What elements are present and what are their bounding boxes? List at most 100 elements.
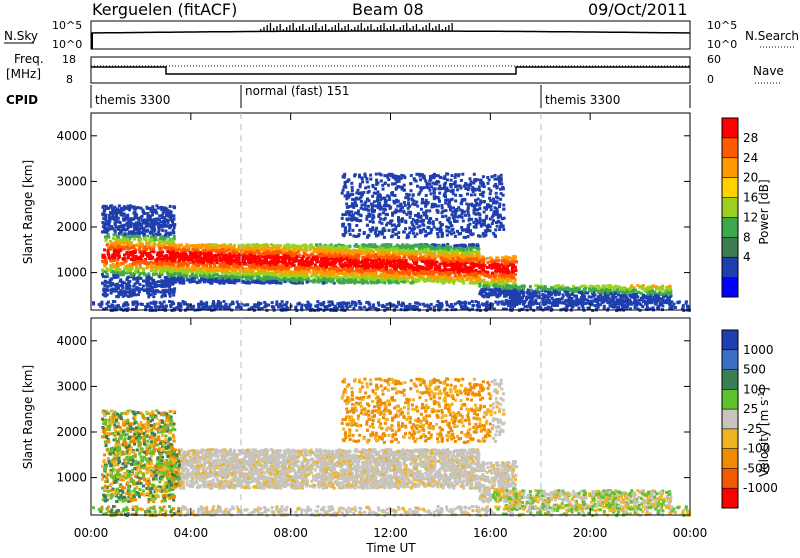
power-cell bbox=[119, 272, 122, 275]
power-cell bbox=[443, 275, 446, 278]
power-cell bbox=[302, 249, 305, 252]
power-cell bbox=[465, 278, 468, 281]
power-cell bbox=[220, 244, 223, 247]
power-cell bbox=[134, 283, 137, 286]
nsky-label: N.Sky bbox=[4, 29, 38, 43]
power-cell bbox=[175, 249, 178, 252]
power-cell bbox=[310, 275, 313, 278]
power-cell bbox=[419, 270, 422, 273]
power-cell bbox=[172, 230, 175, 233]
power-cell bbox=[266, 281, 269, 284]
power-cell bbox=[351, 256, 354, 259]
power-cell bbox=[353, 260, 356, 263]
power-cell bbox=[279, 268, 282, 271]
power-cell bbox=[416, 269, 419, 272]
power-cell bbox=[208, 255, 211, 258]
power-cell bbox=[397, 263, 400, 266]
power-cell bbox=[422, 272, 425, 275]
power-cell bbox=[163, 221, 166, 224]
power-cell bbox=[292, 277, 295, 280]
power-cell bbox=[101, 273, 104, 276]
power-cell bbox=[468, 243, 471, 246]
power-cell bbox=[400, 278, 403, 281]
power-cell bbox=[103, 208, 106, 211]
power-cell bbox=[150, 235, 153, 238]
power-cell bbox=[126, 252, 129, 255]
power-cell bbox=[319, 276, 322, 279]
power-cell bbox=[141, 219, 144, 222]
power-cell bbox=[172, 291, 175, 294]
power-cell bbox=[134, 270, 137, 273]
power-cell bbox=[172, 223, 175, 226]
power-cell bbox=[447, 251, 450, 254]
power-cell bbox=[327, 271, 330, 274]
power-cell bbox=[340, 280, 343, 283]
power-cell bbox=[167, 239, 170, 242]
power-cell bbox=[475, 275, 478, 278]
power-cell bbox=[426, 253, 429, 256]
power-cell bbox=[425, 263, 428, 266]
power-cell bbox=[265, 259, 268, 262]
power-cell bbox=[475, 254, 478, 257]
power-cell bbox=[343, 281, 346, 284]
power-cell bbox=[355, 272, 358, 275]
power-cell bbox=[364, 260, 367, 263]
power-cell bbox=[117, 217, 120, 220]
power-cell bbox=[329, 267, 332, 270]
power-cell bbox=[395, 272, 398, 275]
power-cell bbox=[316, 251, 319, 254]
power-cell bbox=[404, 267, 407, 270]
power-cell bbox=[220, 248, 223, 251]
power-cell bbox=[305, 247, 308, 250]
power-cell bbox=[460, 268, 463, 271]
power-cell bbox=[114, 255, 117, 258]
power-cell bbox=[329, 247, 332, 250]
power-cell bbox=[134, 250, 137, 253]
power-cell bbox=[199, 259, 202, 262]
power-cell bbox=[252, 269, 255, 272]
power-cell bbox=[145, 284, 148, 287]
power-cell bbox=[400, 267, 403, 270]
power-cell bbox=[475, 257, 478, 260]
power-cell bbox=[471, 267, 474, 270]
power-cell bbox=[297, 260, 300, 263]
power-cell bbox=[166, 250, 169, 253]
power-cell bbox=[415, 245, 418, 248]
power-cell bbox=[151, 213, 154, 216]
power-cell bbox=[148, 276, 151, 279]
power-cell bbox=[186, 270, 189, 273]
power-cell bbox=[153, 250, 156, 253]
power-cell bbox=[158, 215, 161, 218]
power-cell bbox=[418, 265, 421, 268]
power-cell bbox=[476, 244, 479, 247]
power-cell bbox=[211, 243, 214, 246]
power-cell bbox=[320, 248, 323, 251]
power-cell bbox=[142, 268, 145, 271]
power-cell bbox=[101, 213, 104, 216]
power-cell bbox=[150, 293, 153, 296]
power-cell bbox=[106, 293, 109, 296]
power-cell bbox=[142, 261, 145, 264]
power-cell bbox=[252, 281, 255, 284]
power-cell bbox=[129, 285, 132, 288]
power-cell bbox=[105, 262, 108, 265]
power-cell bbox=[132, 246, 135, 249]
power-cell bbox=[157, 290, 160, 293]
power-cell bbox=[274, 263, 277, 266]
power-cell bbox=[110, 225, 113, 228]
power-cell bbox=[439, 268, 442, 271]
power-cell bbox=[477, 250, 480, 253]
power-cell bbox=[131, 274, 134, 277]
power-cell bbox=[141, 242, 144, 245]
power-cell bbox=[359, 269, 362, 272]
power-cell bbox=[450, 277, 453, 280]
power-cell bbox=[123, 233, 126, 236]
power-cell bbox=[154, 270, 157, 273]
power-cell bbox=[178, 264, 181, 267]
power-cell bbox=[433, 255, 436, 258]
power-cell bbox=[165, 207, 168, 210]
power-cell bbox=[346, 279, 349, 282]
power-cell bbox=[370, 281, 373, 284]
power-cell bbox=[297, 268, 300, 271]
power-cell bbox=[434, 264, 437, 267]
